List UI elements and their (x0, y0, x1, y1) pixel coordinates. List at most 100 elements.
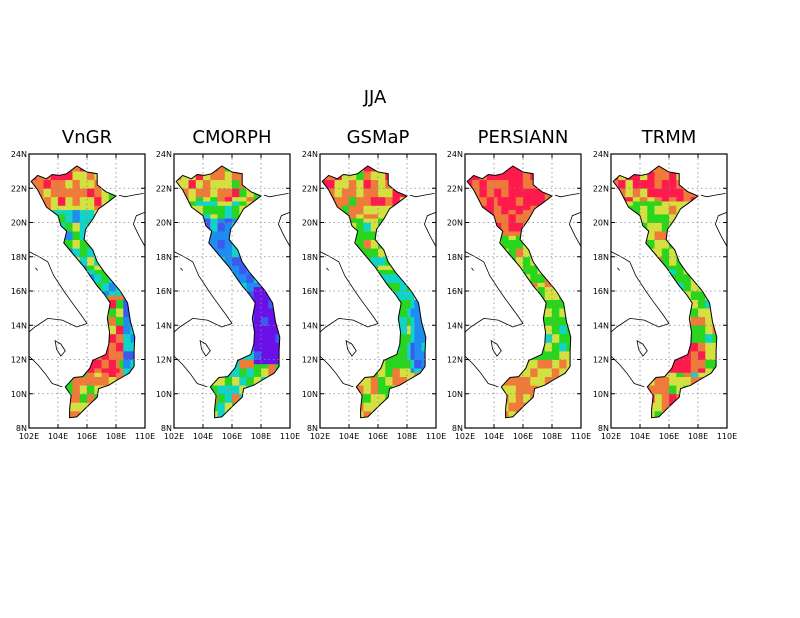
lat-tick-label: 16N (447, 287, 463, 296)
lon-tick-label: 106E (513, 432, 533, 441)
coastline (617, 267, 621, 271)
precipitation-field (467, 166, 571, 418)
coastline (263, 193, 289, 198)
lon-tick-label: 108E (397, 432, 417, 441)
lat-tick-label: 22N (156, 184, 172, 193)
coastline (199, 339, 211, 357)
lon-tick-label: 102E (310, 432, 330, 441)
lat-tick-label: 10N (156, 390, 172, 399)
coastline (610, 251, 670, 333)
lat-tick-label: 10N (447, 390, 463, 399)
lon-tick-label: 102E (601, 432, 621, 441)
lat-tick-label: 8N (307, 424, 318, 433)
lat-tick-label: 8N (16, 424, 27, 433)
lat-tick-label: 16N (593, 287, 609, 296)
lat-tick-label: 12N (11, 356, 27, 365)
coastline (464, 355, 499, 388)
coastline (464, 251, 524, 333)
lat-tick-label: 14N (11, 321, 27, 330)
lon-tick-label: 104E (193, 432, 213, 441)
lat-tick-label: 8N (161, 424, 172, 433)
coastline (409, 193, 435, 198)
lat-tick-label: 10N (302, 390, 318, 399)
lat-tick-label: 8N (452, 424, 463, 433)
coastline (118, 193, 144, 198)
lat-tick-label: 22N (447, 184, 463, 193)
lat-tick-label: 18N (447, 253, 463, 262)
lat-tick-label: 24N (11, 150, 27, 159)
coastline (173, 251, 233, 333)
lat-tick-label: 8N (598, 424, 609, 433)
lat-tick-label: 14N (302, 321, 318, 330)
coastline (326, 267, 330, 271)
coastline (180, 267, 184, 271)
lat-tick-label: 18N (156, 253, 172, 262)
lat-tick-label: 14N (447, 321, 463, 330)
lat-tick-label: 16N (11, 287, 27, 296)
lat-tick-label: 12N (447, 356, 463, 365)
lat-tick-label: 22N (11, 184, 27, 193)
lat-tick-label: 14N (156, 321, 172, 330)
coastline (319, 251, 379, 333)
lat-tick-label: 22N (302, 184, 318, 193)
lon-tick-label: 106E (368, 432, 388, 441)
precipitation-field (176, 166, 280, 418)
coastline (28, 251, 88, 333)
lat-tick-label: 18N (593, 253, 609, 262)
lon-tick-label: 106E (659, 432, 679, 441)
lat-tick-label: 18N (302, 253, 318, 262)
panel-title: CMORPH (192, 127, 271, 148)
lat-tick-label: 20N (447, 219, 463, 228)
panel-title: VnGR (62, 127, 112, 148)
coastline (423, 211, 437, 247)
lon-tick-label: 104E (339, 432, 359, 441)
lon-tick-label: 102E (19, 432, 39, 441)
coastline (490, 339, 502, 357)
panel-title: PERSIANN (478, 127, 569, 148)
lon-tick-label: 106E (222, 432, 242, 441)
lat-tick-label: 16N (302, 287, 318, 296)
coastline (554, 193, 580, 198)
vietnam-outline (30, 165, 136, 419)
lon-tick-label: 108E (251, 432, 271, 441)
coastline (568, 211, 582, 247)
lat-tick-label: 20N (156, 219, 172, 228)
lon-tick-label: 102E (455, 432, 475, 441)
lat-tick-label: 12N (156, 356, 172, 365)
lon-tick-label: 106E (77, 432, 97, 441)
lon-tick-label: 108E (688, 432, 708, 441)
lon-tick-label: 110E (717, 432, 737, 441)
lat-tick-label: 24N (447, 150, 463, 159)
panel-title: TRMM (641, 127, 697, 148)
coastline (132, 211, 146, 247)
lat-tick-label: 24N (593, 150, 609, 159)
lat-tick-label: 10N (11, 390, 27, 399)
coastline (636, 339, 648, 357)
lon-tick-label: 110E (280, 432, 300, 441)
lat-tick-label: 24N (156, 150, 172, 159)
lon-tick-label: 110E (571, 432, 591, 441)
precipitation-field (31, 166, 135, 418)
coastline (345, 339, 357, 357)
lat-tick-label: 24N (302, 150, 318, 159)
lon-tick-label: 104E (630, 432, 650, 441)
season-title: JJA (363, 87, 387, 108)
coastline (319, 355, 354, 388)
lat-tick-label: 18N (11, 253, 27, 262)
coastline (471, 267, 475, 271)
lat-tick-label: 12N (302, 356, 318, 365)
lon-tick-label: 110E (426, 432, 446, 441)
lat-tick-label: 20N (11, 219, 27, 228)
panel-title: GSMaP (347, 127, 410, 148)
vietnam-outline (612, 165, 718, 419)
coastline (28, 355, 63, 388)
coastline (610, 355, 645, 388)
coastline (173, 355, 208, 388)
vietnam-outline (175, 165, 281, 419)
lon-tick-label: 102E (164, 432, 184, 441)
